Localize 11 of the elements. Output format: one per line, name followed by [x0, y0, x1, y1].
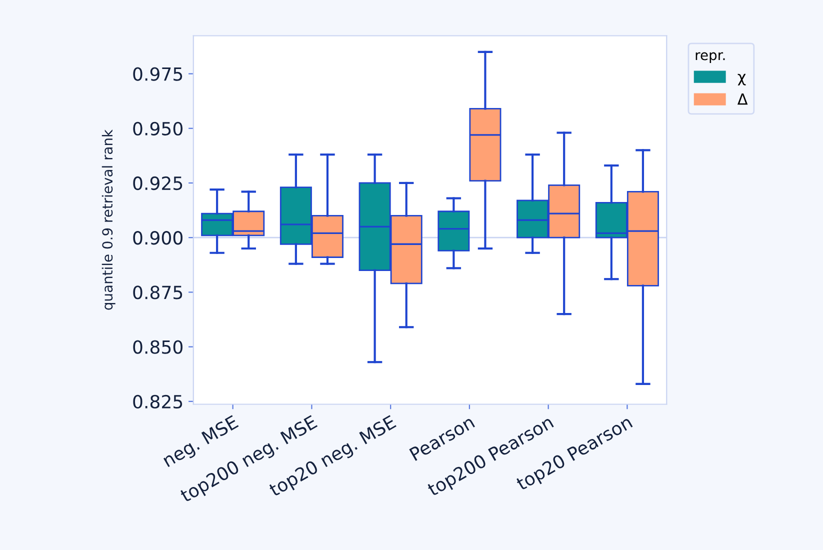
legend-label: χ	[738, 74, 746, 86]
y-tick-label: 0.900	[133, 231, 182, 245]
legend-title: repr.	[696, 52, 725, 63]
y-axis-title: quantile 0.9 retrieval rank	[102, 129, 116, 310]
y-tick-label: 0.950	[133, 122, 182, 136]
y-tick-label: 0.825	[133, 394, 182, 409]
y-tick-label: 0.975	[133, 67, 182, 81]
legend-label: Δ	[737, 93, 748, 105]
y-tick-label: 0.850	[133, 340, 182, 354]
y-tick-label: 0.875	[133, 286, 182, 300]
y-tick-label: 0.925	[133, 176, 182, 190]
